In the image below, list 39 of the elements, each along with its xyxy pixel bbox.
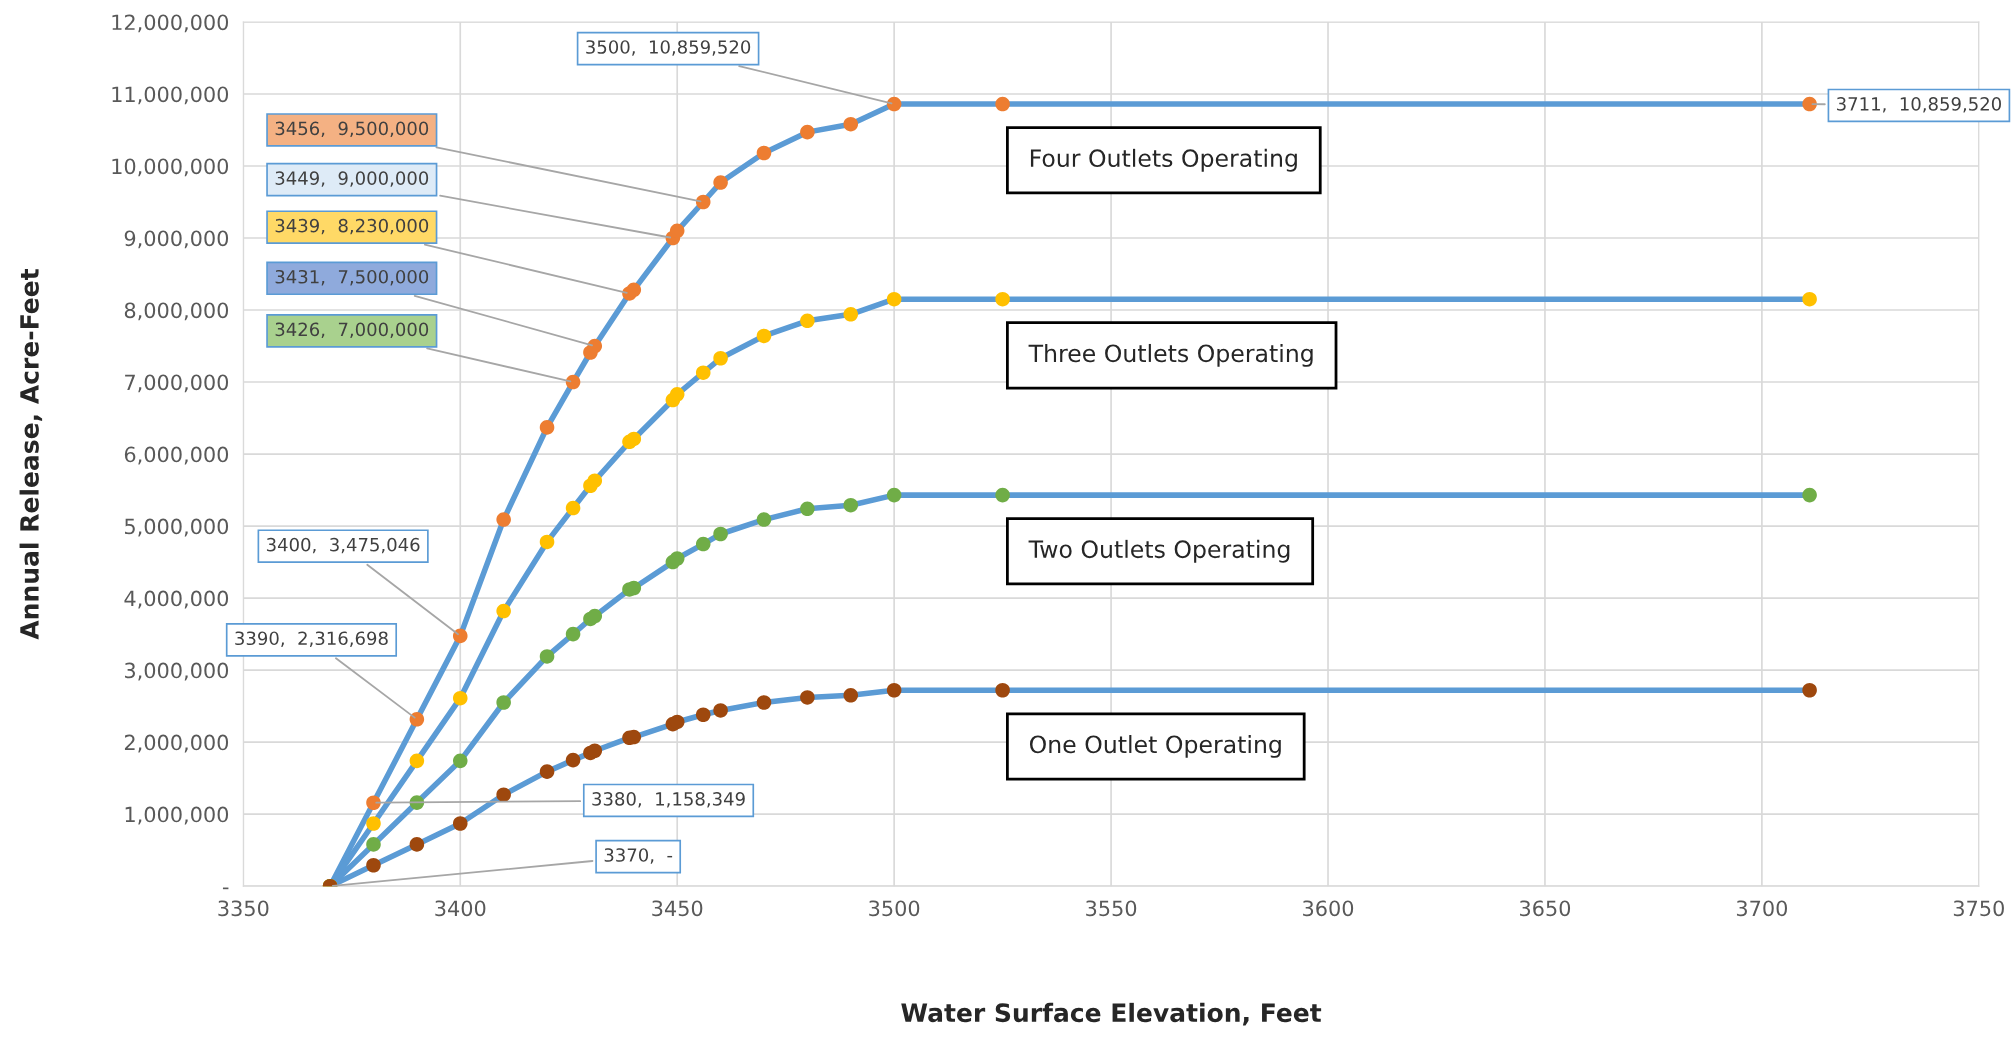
annotation: 3456, 9,500,000 <box>275 121 429 138</box>
annotation: 3370, - <box>604 848 673 864</box>
y-tick-label: 4,000,000 <box>124 590 229 609</box>
series-label: Four Outlets Operating <box>1030 148 1297 172</box>
y-tick-label: 3,000,000 <box>125 662 229 681</box>
x-axis-title: Water Surface Elevation, Feet <box>901 1002 1322 1026</box>
x-tick-label: 3450 <box>652 900 703 917</box>
x-tick-label: 3600 <box>1303 900 1354 917</box>
annotation: 3500, 10,859,520 <box>586 40 751 56</box>
annotation: 3431, 7,500,000 <box>275 269 429 286</box>
y-tick-label: - <box>222 887 229 890</box>
y-tick-label: 5,000,000 <box>125 518 229 537</box>
y-tick-label: 1,000,000 <box>125 806 229 825</box>
annotation: 3380, 1,158,349 <box>592 792 745 808</box>
y-tick-label: 2,000,000 <box>124 734 229 753</box>
x-tick-label: 3750 <box>1953 900 2004 917</box>
series-label: One Outlet Operating <box>1029 735 1281 758</box>
annotation: 3449, 9,000,000 <box>275 171 429 187</box>
y-tick-label: 12,000,000 <box>112 14 229 33</box>
annotation: 3390, 2,316,698 <box>235 631 388 647</box>
annotation: 3711, 10,859,520 <box>1837 97 2001 113</box>
x-tick-label: 3500 <box>869 900 920 917</box>
y-axis-title: Annual Release, Acre-Feet <box>19 268 43 640</box>
y-tick-label: 6,000,000 <box>124 446 229 465</box>
y-tick-label: 11,000,000 <box>112 86 229 105</box>
x-tick-label: 3650 <box>1520 900 1571 917</box>
annotation: 3400, 3,475,046 <box>266 537 420 554</box>
annotation: 3426, 7,000,000 <box>275 322 429 338</box>
y-tick-label: 9,000,000 <box>124 230 229 249</box>
series-label: Two Outlets Operating <box>1028 539 1290 563</box>
series-label: Three Outlets Operating <box>1028 343 1313 367</box>
x-tick-label: 3700 <box>1736 900 1788 917</box>
x-tick-label: 3350 <box>218 900 269 917</box>
y-tick-label: 8,000,000 <box>124 302 229 321</box>
y-tick-label: 10,000,000 <box>112 158 229 177</box>
x-tick-label: 3550 <box>1086 900 1137 917</box>
x-tick-label: 3400 <box>435 900 486 917</box>
y-tick-label: 7,000,000 <box>125 374 229 393</box>
annotation: 3439, 8,230,000 <box>275 218 429 235</box>
